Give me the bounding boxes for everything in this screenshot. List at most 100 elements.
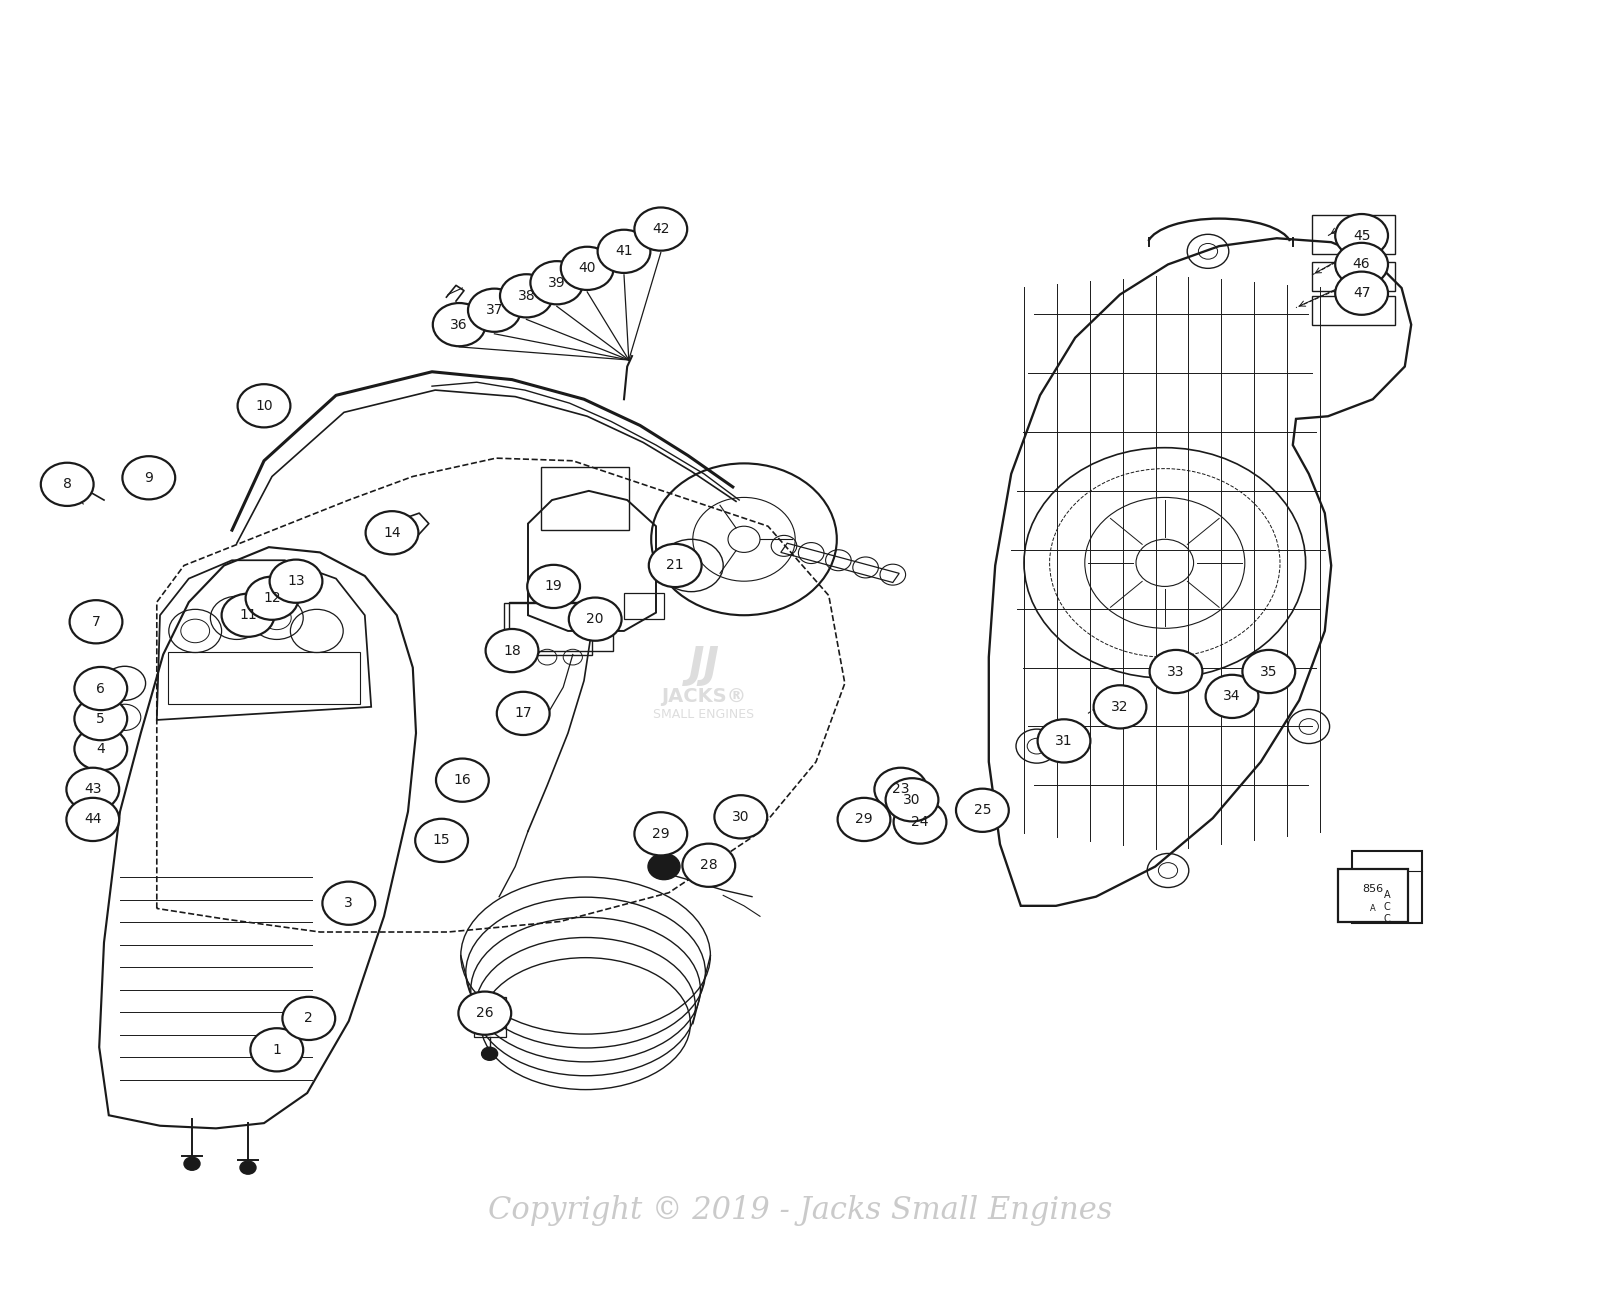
Circle shape <box>499 275 554 317</box>
Circle shape <box>1334 215 1389 258</box>
Text: 23: 23 <box>893 783 909 796</box>
Text: 14: 14 <box>382 526 402 539</box>
Circle shape <box>838 798 891 842</box>
Circle shape <box>634 812 688 856</box>
Text: 45: 45 <box>1354 229 1370 242</box>
Circle shape <box>365 512 419 555</box>
Circle shape <box>246 576 298 620</box>
Text: SMALL ENGINES: SMALL ENGINES <box>653 708 755 721</box>
Text: 43: 43 <box>85 783 101 796</box>
Text: 29: 29 <box>854 813 874 826</box>
Bar <box>474 997 506 1037</box>
Bar <box>973 808 992 821</box>
Circle shape <box>269 559 322 602</box>
Text: 11: 11 <box>238 609 258 622</box>
Text: A: A <box>1384 890 1390 901</box>
Text: 42: 42 <box>653 223 669 236</box>
Circle shape <box>70 600 122 643</box>
Circle shape <box>874 767 928 810</box>
Text: 17: 17 <box>514 707 533 720</box>
Circle shape <box>886 778 938 822</box>
Circle shape <box>498 691 550 736</box>
Circle shape <box>562 246 614 291</box>
Circle shape <box>526 565 579 607</box>
Text: 6: 6 <box>96 682 106 695</box>
Text: 18: 18 <box>502 644 522 657</box>
Circle shape <box>1037 720 1091 762</box>
Text: 47: 47 <box>1354 287 1370 300</box>
Text: 37: 37 <box>486 304 502 317</box>
Circle shape <box>283 997 336 1039</box>
Circle shape <box>1334 242 1389 287</box>
Circle shape <box>1334 272 1389 314</box>
Text: 33: 33 <box>1168 665 1184 678</box>
Circle shape <box>459 992 512 1034</box>
Text: 8: 8 <box>62 478 72 491</box>
Text: 12: 12 <box>262 592 282 605</box>
Text: 13: 13 <box>286 575 306 588</box>
Text: 1: 1 <box>272 1043 282 1056</box>
Text: 35: 35 <box>1261 665 1277 678</box>
Bar <box>168 652 360 704</box>
Circle shape <box>1094 686 1146 728</box>
Text: 38: 38 <box>517 289 536 302</box>
Text: 9: 9 <box>144 471 154 484</box>
Circle shape <box>486 630 539 673</box>
Text: 39: 39 <box>547 276 566 289</box>
Text: 31: 31 <box>1054 734 1074 747</box>
Bar <box>624 593 664 619</box>
Text: 15: 15 <box>432 834 451 847</box>
Text: Copyright © 2019 - Jacks Small Engines: Copyright © 2019 - Jacks Small Engines <box>488 1195 1112 1227</box>
FancyBboxPatch shape <box>1338 869 1408 922</box>
Circle shape <box>67 767 120 810</box>
Circle shape <box>893 801 946 844</box>
Circle shape <box>957 788 1008 833</box>
Circle shape <box>634 207 688 251</box>
Text: 32: 32 <box>1112 700 1128 713</box>
Circle shape <box>67 798 120 842</box>
Text: 30: 30 <box>904 793 920 806</box>
Bar <box>1352 851 1422 923</box>
Text: 41: 41 <box>614 245 634 258</box>
Text: JACKS®: JACKS® <box>661 687 747 706</box>
Circle shape <box>598 230 651 274</box>
Text: 4: 4 <box>96 742 106 755</box>
Text: 5: 5 <box>96 712 106 725</box>
Bar <box>1312 262 1395 291</box>
Text: A: A <box>1370 905 1376 912</box>
Text: 7: 7 <box>91 615 101 628</box>
Text: 3: 3 <box>344 897 354 910</box>
Circle shape <box>74 696 128 740</box>
Circle shape <box>250 1029 302 1071</box>
Circle shape <box>74 728 128 770</box>
Bar <box>504 603 613 651</box>
Text: 24: 24 <box>912 816 928 829</box>
Text: 44: 44 <box>85 813 101 826</box>
Text: 46: 46 <box>1352 258 1371 271</box>
Bar <box>541 467 629 530</box>
Text: 25: 25 <box>974 804 990 817</box>
Circle shape <box>570 597 621 641</box>
Circle shape <box>1149 651 1203 694</box>
Circle shape <box>184 1157 200 1170</box>
Circle shape <box>482 1047 498 1060</box>
Text: JJ: JJ <box>688 644 720 686</box>
Circle shape <box>221 594 275 637</box>
Circle shape <box>650 545 701 588</box>
Circle shape <box>1242 651 1296 694</box>
Circle shape <box>531 260 582 305</box>
Circle shape <box>467 288 520 332</box>
Text: 28: 28 <box>699 859 718 872</box>
Text: 30: 30 <box>733 810 749 823</box>
Circle shape <box>74 668 128 709</box>
Text: 36: 36 <box>450 318 469 331</box>
Circle shape <box>240 1161 256 1174</box>
Text: C: C <box>1384 902 1390 912</box>
Circle shape <box>432 304 486 346</box>
Text: C: C <box>1384 914 1390 924</box>
Text: 21: 21 <box>666 559 685 572</box>
Circle shape <box>715 795 768 839</box>
Text: 20: 20 <box>587 613 603 626</box>
Text: 10: 10 <box>254 399 274 412</box>
Circle shape <box>435 758 490 801</box>
